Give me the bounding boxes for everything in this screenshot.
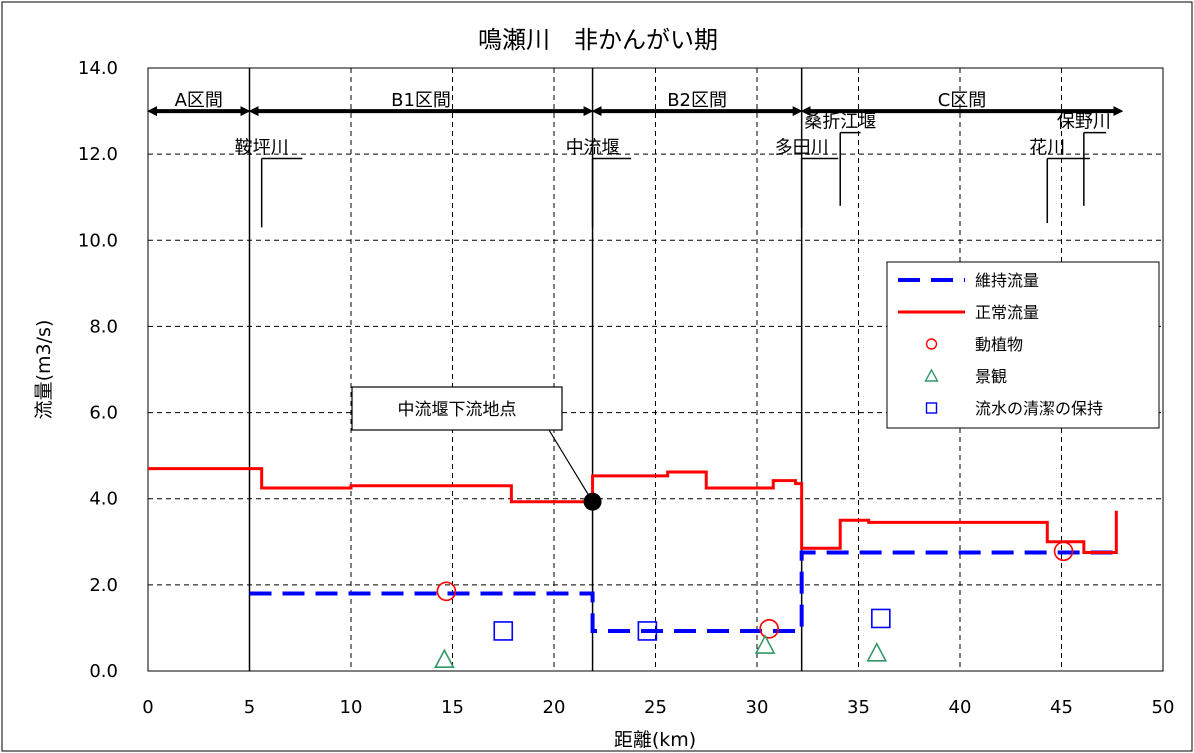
legend-label: 動植物 (975, 335, 1023, 354)
y-tick-label: 12.0 (78, 144, 118, 165)
y-tick-label: 10.0 (78, 230, 118, 251)
x-tick-label: 25 (644, 697, 667, 718)
y-tick-label: 2.0 (89, 575, 118, 596)
y-axis-label: 流量(m3/s) (33, 320, 55, 420)
legend-square (925, 402, 938, 414)
series-line-1 (148, 467, 1118, 555)
annotation-box (351, 386, 563, 431)
x-tick-label: 30 (746, 697, 769, 718)
y-tick-label: 4.0 (89, 489, 118, 510)
tributary-label: 桑折江堰 (804, 112, 876, 133)
y-tick-label: 8.0 (89, 316, 118, 337)
marker-triangle (434, 648, 455, 669)
y-tick-label: 14.0 (78, 58, 118, 79)
annotation: 中流堰下流地点 (351, 386, 602, 511)
marker-triangle (866, 642, 888, 662)
section-label: C区間 (938, 90, 987, 111)
marker-square (493, 621, 514, 641)
x-tick-label: 5 (244, 697, 255, 718)
tributary-label: 花川 (1029, 137, 1065, 158)
marker-square (637, 621, 658, 641)
x-tick-label: 10 (340, 697, 363, 718)
x-tick-label: 20 (543, 697, 566, 718)
y-tick-label: 6.0 (89, 403, 118, 424)
annotation-text: 中流堰下流地点 (398, 400, 517, 420)
series-line-0 (249, 550, 1117, 633)
x-axis-label: 距離(km) (614, 729, 696, 751)
legend-triangle (924, 368, 939, 382)
annotation-leader (548, 429, 594, 503)
chart-title: 鳴瀬川 非かんがい期 (478, 26, 718, 54)
x-tick-label: 15 (441, 697, 464, 718)
tributary-label: 保野川 (1057, 112, 1111, 133)
legend-label: 正常流量 (975, 303, 1039, 322)
x-tick-label: 0 (142, 697, 153, 718)
x-tick-label: 40 (949, 697, 972, 718)
marker-circle (759, 618, 779, 639)
marker-triangle (754, 634, 776, 654)
annotation-point (583, 492, 602, 511)
x-tick-label: 50 (1152, 697, 1175, 718)
x-tick-label: 35 (847, 697, 870, 718)
marker-square (871, 608, 891, 629)
section-label: B1区間 (391, 90, 451, 111)
legend-label: 流水の清潔の保持 (975, 399, 1103, 418)
marker-circle (1053, 541, 1074, 562)
tributary-label: 中流堰 (566, 137, 620, 158)
section-label: B2区間 (667, 90, 727, 111)
legend-box (886, 261, 1160, 429)
x-tick-label: 45 (1050, 697, 1073, 718)
y-tick-label: 0.0 (89, 661, 118, 682)
section-label: A区間 (175, 90, 223, 111)
legend-circle (925, 338, 938, 350)
legend-label: 維持流量 (975, 271, 1039, 290)
legend-label: 景観 (975, 367, 1007, 386)
marker-circle (436, 581, 457, 602)
tributary-label: 鞍坪川 (235, 137, 289, 158)
tributary-label: 多田川 (775, 137, 829, 158)
